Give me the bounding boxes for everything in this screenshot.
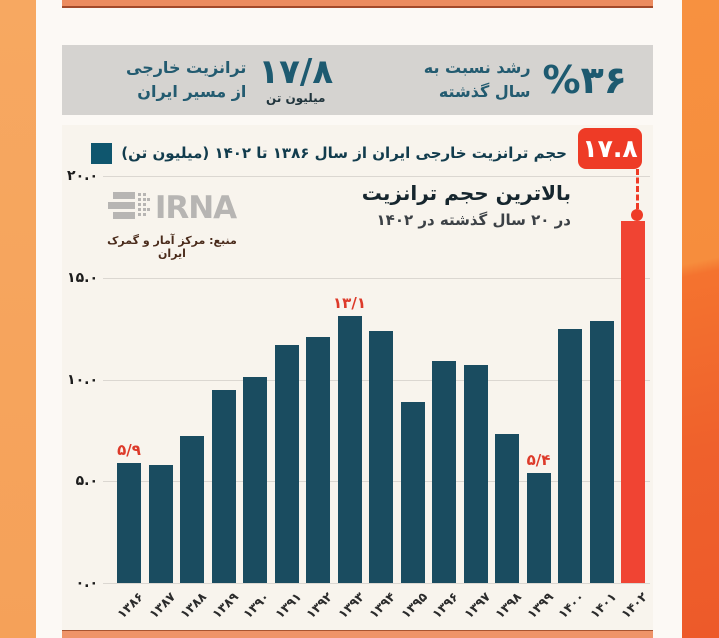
y-tick-0: ۰.۰	[75, 575, 98, 591]
legend-label: حجم ترانزیت خارجی ایران از سال ۱۳۸۶ تا ۱…	[121, 144, 567, 162]
x-tick-1394: ۱۳۹۴	[366, 589, 399, 622]
bar-1391	[274, 344, 299, 583]
gridline-0	[103, 583, 650, 584]
annotation-title: بالاترین حجم ترانزیت	[361, 181, 571, 205]
transit-label-line2: از مسیر ایران	[137, 82, 247, 101]
transit-label-line1: ترانزیت خارجی	[126, 58, 247, 77]
gridline-20	[103, 176, 650, 177]
x-tick-1398: ۱۳۹۸	[492, 589, 525, 622]
x-tick-1397: ۱۳۹۷	[460, 589, 494, 622]
x-tick-1395: ۱۳۹۵	[397, 589, 431, 622]
bar-col-1387: ۱۳۸۷	[146, 176, 178, 621]
bar-col-1398: ۱۳۹۸	[492, 176, 525, 621]
x-tick-1387: ۱۳۸۷	[145, 589, 179, 622]
bar-value-label-1393: ۱۳/۱	[333, 294, 366, 313]
irna-logo-text: IRNA	[154, 190, 237, 226]
bar-1401	[589, 320, 614, 583]
y-tick-10: ۱۰.۰	[67, 371, 98, 388]
growth-value: %۳۶	[542, 58, 628, 102]
x-tick-1401: ۱۴۰۱	[586, 589, 620, 622]
bar-col-1390: ۱۳۹۰	[240, 176, 273, 621]
y-tick-5: ۵.۰	[75, 473, 98, 490]
x-tick-1399: ۱۳۹۹	[523, 589, 557, 622]
bar-col-1393: ۱۳/۱ ۱۳۹۳	[333, 176, 367, 621]
bar-col-1391: ۱۳۹۱	[272, 176, 304, 621]
bar-1387	[148, 464, 173, 583]
peak-value-badge: ۱۷.۸	[578, 128, 642, 169]
bars-container: ۵/۹ ۱۳۸۶ ۱۳۸۷ ۱۳۸۸ ۱۳۸۹ ۱۳۹۰ ۱۳۹۱ ۱۳۹۲ ۱۳/۱ ۱۳۹۳ ۱…	[103, 176, 651, 621]
chart-legend: حجم ترانزیت خارجی ایران از سال ۱۳۸۶ تا ۱…	[91, 141, 567, 165]
peak-pointer-dot	[631, 209, 643, 221]
right-orange-band	[682, 0, 719, 638]
y-tick-20: ۲۰.۰	[67, 168, 98, 184]
bar-col-1400: ۱۴۰۰	[555, 176, 588, 621]
growth-label-line2: سال گذشته	[438, 82, 531, 101]
annotation-subtitle: در ۲۰ سال گذشته در ۱۴۰۲	[376, 211, 571, 229]
bar-1398	[495, 434, 519, 583]
bar-1388	[180, 436, 204, 583]
y-tick-15: ۱۵.۰	[67, 269, 98, 286]
transit-label: ترانزیت خارجی از مسیر ایران	[126, 56, 246, 104]
x-tick-1389: ۱۳۸۹	[208, 589, 242, 622]
growth-label: رشد نسبت به سال گذشته	[424, 56, 531, 104]
bar-1402	[621, 220, 645, 583]
bar-value-label-1399: ۵/۴	[526, 451, 551, 470]
bar-1397	[463, 365, 488, 583]
x-tick-1402: ۱۴۰۲	[618, 589, 651, 622]
volume-value: ۱۷/۸	[258, 52, 334, 92]
bar-1392	[306, 336, 330, 583]
bar-col-1395: ۱۳۹۵	[398, 176, 430, 621]
bottom-edge-strip	[62, 629, 653, 638]
bar-value-label-1386: ۵/۹	[117, 440, 141, 459]
irna-logo-icon	[107, 189, 150, 227]
x-tick-1386: ۱۳۸۶	[114, 589, 147, 622]
bar-1394	[369, 330, 393, 583]
volume-value-block: ۱۷/۸ میلیون تن	[258, 52, 334, 105]
x-tick-1396: ۱۳۹۶	[429, 589, 462, 622]
volume-unit: میلیون تن	[266, 91, 326, 105]
legend-swatch	[91, 142, 113, 164]
growth-label-line1: رشد نسبت به	[423, 58, 531, 77]
chart-card: حجم ترانزیت خارجی ایران از سال ۱۳۸۶ تا ۱…	[62, 125, 653, 630]
x-tick-1392: ۱۳۹۲	[303, 589, 336, 622]
bar-col-1401: ۱۴۰۱	[587, 176, 619, 621]
growth-stat: %۳۶ رشد نسبت به سال گذشته	[424, 56, 628, 104]
bar-col-1386: ۵/۹ ۱۳۸۶	[114, 176, 146, 621]
peak-annotation: بالاترین حجم ترانزیت در ۲۰ سال گذشته در …	[362, 181, 571, 229]
bar-col-1392: ۱۳۹۲	[303, 176, 336, 621]
bar-1390	[243, 377, 267, 583]
bar-col-1397: ۱۳۹۷	[461, 176, 493, 621]
bar-col-1388: ۱۳۸۸	[177, 176, 210, 621]
bar-1389	[211, 389, 236, 583]
stats-header: %۳۶ رشد نسبت به سال گذشته ۱۷/۸ میلیون تن…	[62, 45, 653, 115]
bar-1395	[400, 401, 425, 583]
bar-1400	[558, 328, 582, 583]
volume-stat: ۱۷/۸ میلیون تن ترانزیت خارجی از مسیر ایر…	[126, 52, 334, 105]
bar-col-1389: ۱۳۸۹	[209, 176, 241, 621]
bar-col-1399: ۵/۴ ۱۳۹۹	[524, 176, 556, 621]
bar-col-1396: ۱۳۹۶	[429, 176, 462, 621]
bar-col-1394: ۱۳۹۴	[366, 176, 399, 621]
bar-chart-plot: ۲۰.۰ ۱۵.۰ ۱۰.۰ ۵.۰ ۰.۰ ۵/۹ ۱۳۸۶ ۱۳۸۷ ۱۳۸۸ ۱۳۸۹ ۱۳۹…	[67, 168, 651, 621]
irna-logo: IRNA	[94, 189, 250, 227]
left-orange-band	[0, 0, 36, 638]
bar-1393	[337, 316, 362, 583]
peak-pointer-dashed-line	[636, 169, 639, 209]
x-tick-1400: ۱۴۰۰	[555, 589, 588, 622]
x-tick-1388: ۱۳۸۸	[177, 589, 210, 622]
x-tick-1393: ۱۳۹۳	[334, 589, 368, 622]
bar-col-1402: ۱۴۰۲	[618, 176, 651, 621]
bar-1399	[526, 473, 551, 583]
top-edge-strip	[62, 0, 653, 8]
bar-1386	[117, 462, 141, 583]
bar-1396	[432, 361, 456, 583]
gridline-15	[103, 277, 650, 279]
x-tick-1390: ۱۳۹۰	[240, 589, 273, 622]
irna-brand-block: IRNA منبع: مرکز آمار و گمرک ایران	[94, 189, 250, 260]
x-tick-1391: ۱۳۹۱	[271, 589, 305, 622]
source-caption: منبع: مرکز آمار و گمرک ایران	[107, 234, 237, 260]
